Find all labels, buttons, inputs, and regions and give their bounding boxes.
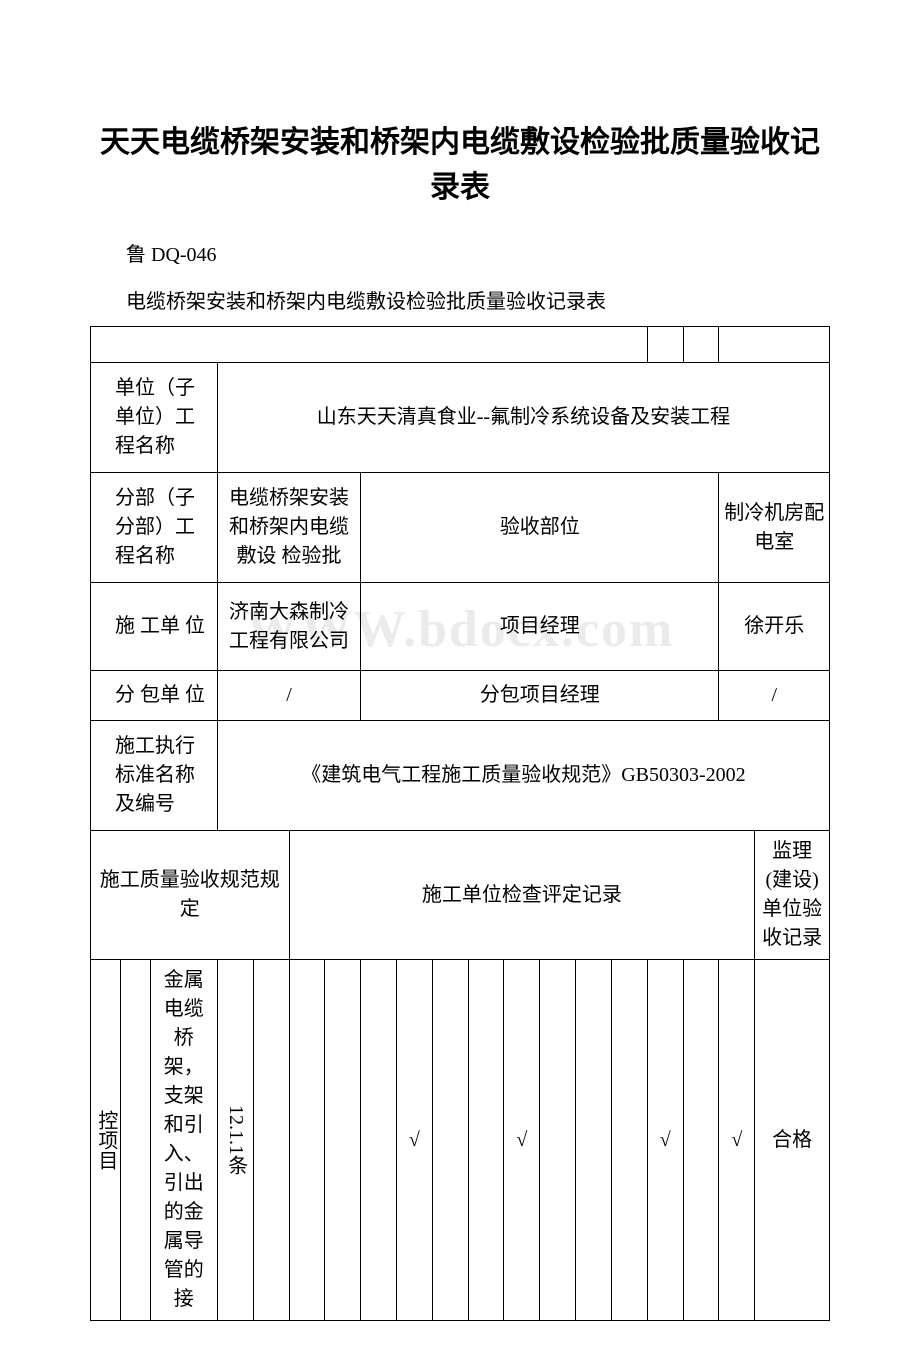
spec-col-header: 施工质量验收规范规定 [91, 831, 290, 960]
accept-part-label: 验收部位 [361, 473, 719, 583]
accept-part-value: 制冷机房配电室 [719, 473, 830, 583]
record-table: 单位（子单位）工程名称 山东天天清真食业--氟制冷系统设备及安装工程 分部（子分… [90, 326, 830, 1321]
number-cell [647, 327, 683, 363]
sub-pm-value: / [719, 671, 830, 721]
table-row: 分 包单 位 / 分包项目经理 / [91, 671, 830, 721]
check-cell [253, 960, 289, 1321]
blank-cell [120, 960, 150, 1321]
pm-value: 徐开乐 [719, 583, 830, 671]
table-row: 控项目 金属电缆桥架，支架和引入、引出的金属导管的接 12.1.1条 √ √ √… [91, 960, 830, 1321]
item-desc: 金属电缆桥架，支架和引入、引出的金属导管的接 [150, 960, 217, 1321]
table-row: 施 工单 位 济南大森制冷工程有限公司 项目经理 徐开乐 [91, 583, 830, 671]
table-row: 施工质量验收规范规定 施工单位检查评定记录 监理(建设)单位验收记录 [91, 831, 830, 960]
unit-project-label: 单位（子单位）工程名称 [91, 363, 218, 473]
standard-label: 施工执行标准名称及编号 [91, 721, 218, 831]
number-cell [683, 327, 719, 363]
subproject-label: 分部（子分部）工程名称 [91, 473, 218, 583]
standard-value: 《建筑电气工程施工质量验收规范》GB50303-2002 [217, 721, 829, 831]
check-cell: √ [719, 960, 755, 1321]
check-cell [576, 960, 612, 1321]
blank-cell [91, 327, 648, 363]
check-cell [611, 960, 647, 1321]
table-row: 分部（子分部）工程名称 电缆桥架安装和桥架内电缆敷设 检验批 验收部位 制冷机房… [91, 473, 830, 583]
subtitle: 电缆桥架安装和桥架内电缆敷设检验批质量验收记录表 [126, 285, 830, 314]
result-cell: 合格 [755, 960, 830, 1321]
check-record-header: 施工单位检查评定记录 [289, 831, 755, 960]
subcontract-value: / [217, 671, 360, 721]
check-cell: √ [647, 960, 683, 1321]
sub-pm-label: 分包项目经理 [361, 671, 719, 721]
table-row: 施工执行标准名称及编号 《建筑电气工程施工质量验收规范》GB50303-2002 [91, 721, 830, 831]
check-cell [432, 960, 468, 1321]
check-cell: √ [504, 960, 540, 1321]
check-cell [468, 960, 504, 1321]
table-row [91, 327, 830, 363]
table-row: 单位（子单位）工程名称 山东天天清真食业--氟制冷系统设备及安装工程 [91, 363, 830, 473]
check-cell [683, 960, 719, 1321]
main-title: 天天电缆桥架安装和桥架内电缆敷设检验批质量验收记录表 [90, 120, 830, 210]
control-item-label: 控项目 [91, 960, 121, 1321]
check-cell [289, 960, 325, 1321]
unit-project-value: 山东天天清真食业--氟制冷系统设备及安装工程 [217, 363, 829, 473]
supervisor-header: 监理(建设)单位验收记录 [755, 831, 830, 960]
doc-code: 鲁 DQ-046 [126, 238, 830, 267]
check-cell [325, 960, 361, 1321]
subproject-value: 电缆桥架安装和桥架内电缆敷设 检验批 [217, 473, 360, 583]
subcontract-label: 分 包单 位 [91, 671, 218, 721]
check-cell [540, 960, 576, 1321]
construct-unit-label: 施 工单 位 [91, 583, 218, 671]
check-cell: √ [397, 960, 433, 1321]
clause-ref: 12.1.1条 [217, 960, 253, 1321]
construct-unit-value: 济南大森制冷工程有限公司 [217, 583, 360, 671]
check-cell [361, 960, 397, 1321]
blank-cell [719, 327, 830, 363]
pm-label: 项目经理 [361, 583, 719, 671]
